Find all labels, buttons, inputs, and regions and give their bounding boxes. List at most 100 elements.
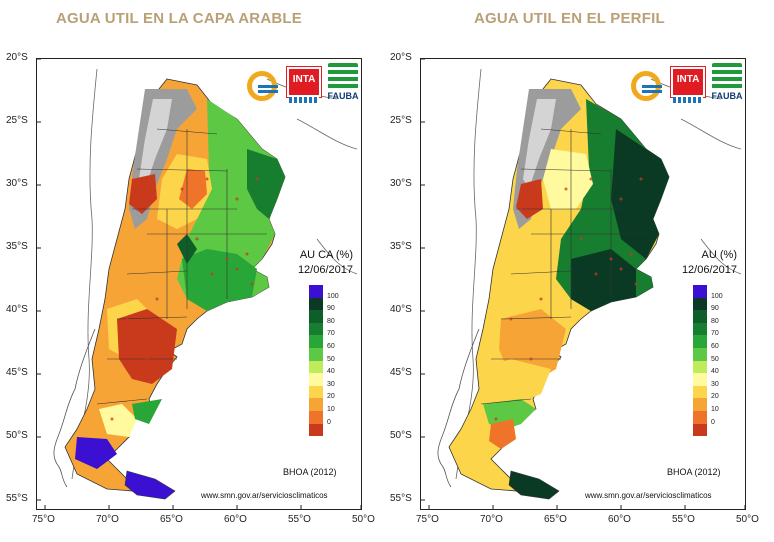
legend-tick-label: 70: [711, 330, 719, 338]
legend-tick-label: 0: [327, 418, 331, 426]
legend-swatch: [309, 410, 323, 424]
legend-swatch: [309, 297, 323, 311]
bhoa-credit: BHOA (2012): [667, 467, 721, 477]
latitude-label: 20°S: [390, 52, 412, 63]
legend-tick-label: 100: [711, 292, 723, 300]
longitude-label: 50°O: [352, 514, 375, 525]
legend-tick-label: 30: [327, 380, 335, 388]
legend-swatch: [693, 347, 707, 361]
legend-swatch: [693, 385, 707, 399]
fauba-waves-icon: [712, 63, 742, 89]
smn-logo-icon: [631, 71, 662, 101]
latitude-label: 25°S: [6, 115, 28, 126]
inta-logo: INTA: [286, 66, 322, 103]
legend-swatch: [309, 310, 323, 323]
fauba-logo: FAUBA: [325, 63, 361, 103]
legend-swatch: [309, 347, 323, 361]
latitude-label: 30°S: [390, 178, 412, 189]
longitude-label: 65°O: [160, 514, 183, 525]
legend-tick-label: 40: [711, 368, 719, 376]
legend-swatch: [309, 322, 323, 336]
legend-swatch: [693, 335, 707, 348]
legend-tick-label: 80: [711, 317, 719, 325]
legend-tick-label: 30: [711, 380, 719, 388]
website-credit: www.smn.gov.ar/serviciosclimaticos: [585, 491, 712, 500]
latitude-label: 50°S: [390, 430, 412, 441]
legend-swatch: [693, 423, 707, 437]
website-credit: www.smn.gov.ar/serviciosclimaticos: [201, 491, 328, 500]
legend-swatch: [693, 360, 707, 374]
legend-swatch: [693, 285, 707, 298]
legend-swatch: [693, 398, 707, 411]
latitude-label: 35°S: [6, 241, 28, 252]
longitude-label: 60°O: [608, 514, 631, 525]
legend-tick-label: 90: [711, 305, 719, 313]
legend-tick-label: 0: [711, 418, 715, 426]
latitude-label: 45°S: [6, 367, 28, 378]
legend-swatch: [693, 310, 707, 323]
legend-tick-label: 50: [711, 355, 719, 363]
map-svg: [37, 59, 361, 509]
legend-tick-label: 10: [711, 406, 719, 413]
fauba-waves-icon: [328, 63, 358, 89]
legend-tick-label: 60: [327, 343, 335, 350]
legend-tick-label: 100: [327, 292, 339, 300]
latitude-label: 20°S: [6, 52, 28, 63]
map-frame: INTA FAUBA AU CA (%) 12/06/2017 BHOA (20…: [36, 58, 362, 510]
longitude-label: 70°O: [96, 514, 119, 525]
latitude-label: 50°S: [6, 430, 28, 441]
smn-logo-icon: [247, 71, 278, 101]
longitude-label: 50°O: [736, 514, 759, 525]
moisture-fields-left: [75, 99, 285, 469]
legend-swatch: [693, 322, 707, 336]
legend-swatch: [309, 373, 323, 386]
fauba-label: FAUBA: [327, 91, 359, 101]
panel-title: AGUA UTIL EN EL PERFIL: [474, 10, 665, 27]
legend-tick-label: 20: [711, 393, 719, 401]
panel-title: AGUA UTIL EN LA CAPA ARABLE: [56, 10, 302, 27]
longitude-label: 55°O: [672, 514, 695, 525]
legend-swatch: [309, 360, 323, 374]
legend-swatch: [309, 385, 323, 399]
legend-date: 12/06/2017: [297, 264, 353, 276]
legend-swatch: [309, 285, 323, 298]
map-svg: [421, 59, 745, 509]
legend-tick-label: 60: [711, 343, 719, 350]
longitude-label: 75°O: [32, 514, 55, 525]
legend-swatch: [693, 410, 707, 424]
longitude-label: 60°O: [224, 514, 247, 525]
legend-title: AU CA (%): [299, 249, 353, 261]
fauba-logo: FAUBA: [709, 63, 745, 103]
legend-tick-label: 10: [327, 406, 335, 413]
latitude-label: 40°S: [6, 304, 28, 315]
map-frame: INTA FAUBA AU (%) 12/06/2017 BHOA (2012)…: [420, 58, 746, 510]
legend-date: 12/06/2017: [681, 264, 737, 276]
legend-tick-label: 20: [327, 393, 335, 401]
legend-tick-label: 70: [327, 330, 335, 338]
latitude-label: 40°S: [390, 304, 412, 315]
longitude-label: 55°O: [288, 514, 311, 525]
latitude-label: 55°S: [390, 493, 412, 504]
longitude-label: 70°O: [480, 514, 503, 525]
legend-swatch: [693, 297, 707, 311]
longitude-label: 75°O: [416, 514, 439, 525]
legend-swatch: [693, 373, 707, 386]
legend-tick-label: 80: [327, 317, 335, 325]
moisture-fields-right: [481, 99, 669, 449]
color-legend: [309, 285, 323, 437]
latitude-label: 35°S: [390, 241, 412, 252]
color-legend: [693, 285, 707, 437]
bhoa-credit: BHOA (2012): [283, 467, 337, 477]
legend-tick-label: 50: [327, 355, 335, 363]
legend-tick-label: 40: [327, 368, 335, 376]
legend-tick-label: 90: [327, 305, 335, 313]
latitude-label: 55°S: [6, 493, 28, 504]
legend-swatch: [309, 423, 323, 437]
legend-swatch: [309, 398, 323, 411]
legend-swatch: [309, 335, 323, 348]
inta-logo: INTA: [670, 66, 706, 103]
latitude-label: 45°S: [390, 367, 412, 378]
tierra-del-fuego: [124, 470, 176, 500]
legend-title: AU (%): [701, 249, 737, 261]
tierra-del-fuego: [508, 470, 560, 500]
